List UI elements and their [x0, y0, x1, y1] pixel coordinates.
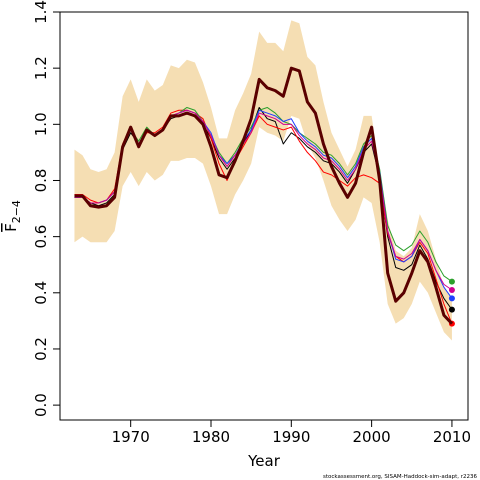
- x-tick-label: 1990: [272, 428, 310, 446]
- series-line: [74, 106, 453, 282]
- y-tick-label: 0.6: [32, 225, 50, 249]
- x-axis-label: Year: [247, 452, 281, 470]
- y-axis-symbol: F: [2, 223, 20, 232]
- y-axis-label: F2−4: [2, 200, 23, 232]
- y-axis-subscript: 2−4: [10, 200, 23, 223]
- y-tick-label: 1.4: [32, 0, 50, 24]
- end-point: [448, 278, 455, 285]
- series-line: [74, 66, 454, 325]
- end-point: [448, 295, 455, 302]
- x-tick-label: 1980: [192, 428, 230, 446]
- y-tick-label: 0.2: [32, 337, 50, 361]
- x-tick-label: 2010: [433, 428, 471, 446]
- y-tick-label: 0.8: [32, 169, 50, 193]
- footer: stockassessment.org, SISAM-Haddock-sim-a…: [323, 474, 477, 480]
- y-tick-label: 0.0: [32, 393, 50, 417]
- y-tick-label: 1.0: [32, 112, 50, 136]
- end-point: [448, 286, 455, 293]
- x-tick-label: 2000: [353, 428, 391, 446]
- end-point: [448, 306, 455, 313]
- x-tick-label: 1970: [112, 428, 150, 446]
- confidence-band: [74, 20, 452, 341]
- y-tick-label: 1.2: [32, 56, 50, 80]
- y-tick-label: 0.4: [32, 281, 50, 305]
